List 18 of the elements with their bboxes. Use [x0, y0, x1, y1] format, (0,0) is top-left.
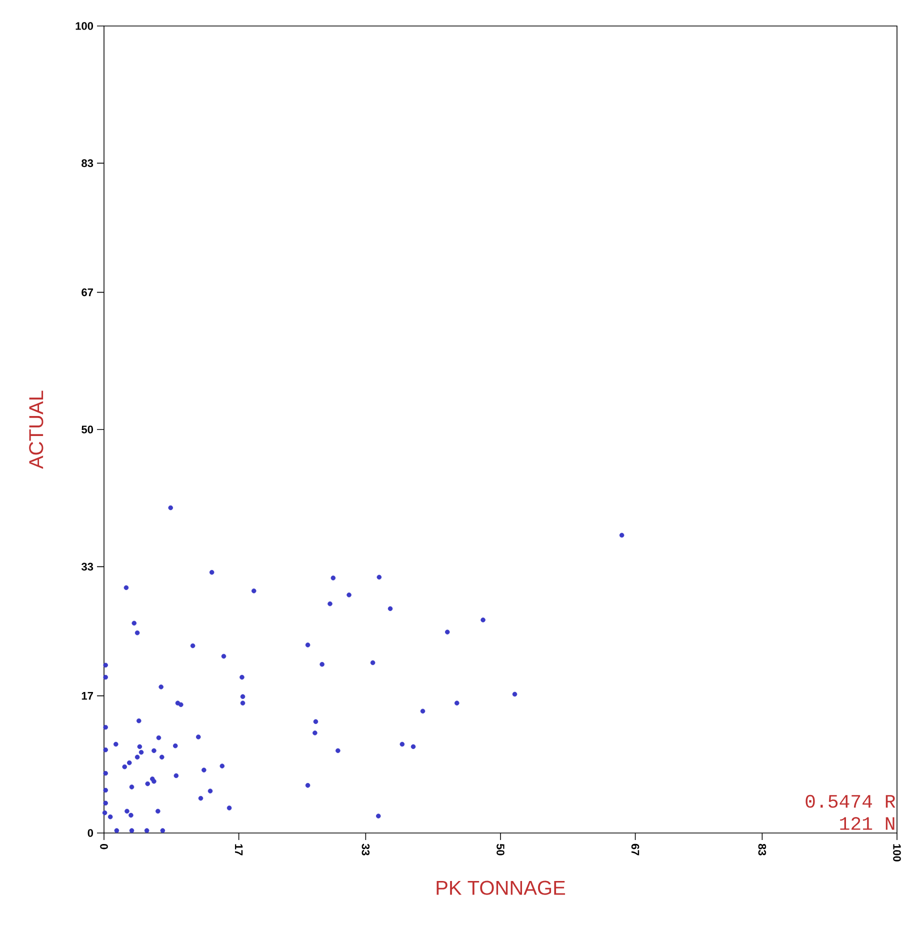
y-tick-label: 67 — [82, 288, 93, 296]
x-tick-label: 100 — [893, 844, 901, 862]
y-axis-title: ACTUAL — [29, 390, 44, 469]
y-tick-label: 17 — [82, 692, 93, 700]
y-tick-label: 83 — [82, 159, 94, 168]
x-tick-label: 17 — [235, 844, 243, 856]
annotation: 121 N — [840, 817, 894, 830]
x-tick-label: 67 — [631, 844, 640, 856]
x-tick-label: 83 — [758, 844, 766, 856]
y-tick-label: 50 — [82, 426, 94, 434]
annotation: 0.5474 R — [806, 794, 896, 808]
x-axis-title: PK TONNAGE — [436, 880, 566, 895]
y-tick-label: 0 — [88, 829, 94, 837]
x-tick-label: 0 — [100, 844, 108, 850]
x-tick-label: 50 — [496, 844, 504, 856]
y-tick-label: 100 — [76, 22, 94, 30]
x-tick-label: 33 — [362, 844, 370, 856]
y-tick-label: 33 — [81, 562, 94, 571]
